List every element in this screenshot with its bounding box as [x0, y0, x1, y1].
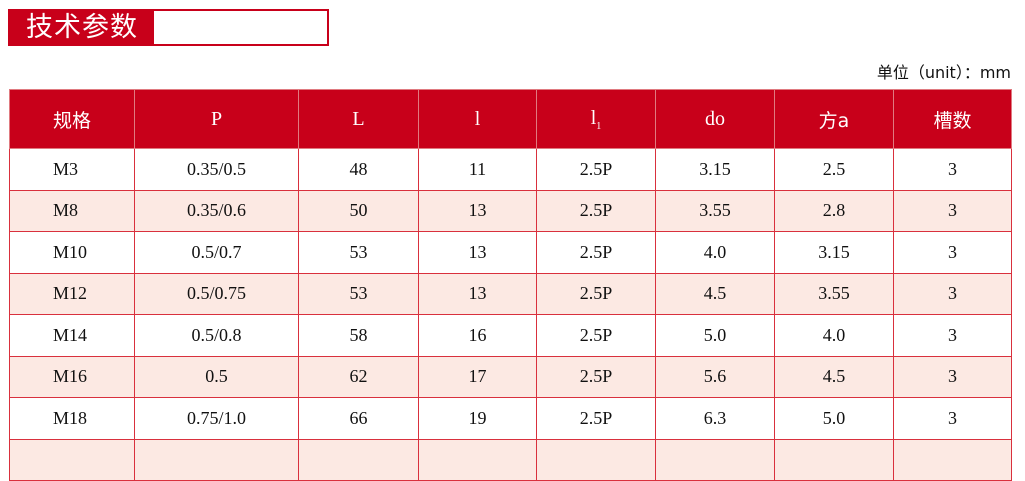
table-cell: M18 — [9, 397, 135, 440]
table-cell: 5.6 — [655, 355, 775, 398]
header-subscript: 1 — [596, 120, 602, 132]
table-cell: 2.8 — [774, 189, 894, 232]
table-cell: 0.75/1.0 — [134, 397, 299, 440]
column-header: 方a — [774, 89, 894, 149]
unit-label: 单位（unit）：mm — [876, 63, 1011, 82]
table-cell: M8 — [9, 189, 135, 232]
table-cell: 17 — [418, 355, 537, 398]
table-cell: M10 — [9, 231, 135, 274]
table-cell: 0.35/0.5 — [134, 148, 299, 191]
table-cell: 13 — [418, 189, 537, 232]
table-cell — [536, 438, 656, 481]
table-row: M16 0.5 62 17 2.5P 5.6 4.5 3 — [9, 355, 1012, 398]
table-cell — [298, 438, 419, 481]
table-row: M18 0.75/1.0 66 19 2.5P 6.3 5.0 3 — [9, 397, 1012, 440]
table-cell: 3.55 — [655, 189, 775, 232]
table-cell: 2.5P — [536, 355, 656, 398]
table-cell: 11 — [418, 148, 537, 191]
table-cell: 0.35/0.6 — [134, 189, 299, 232]
column-header: do — [655, 89, 775, 149]
table-cell: 2.5 — [774, 148, 894, 191]
table-cell: 2.5P — [536, 397, 656, 440]
table-cell: 2.5P — [536, 314, 656, 357]
table-cell: 0.5/0.7 — [134, 231, 299, 274]
table-cell: 2.5P — [536, 148, 656, 191]
table-cell — [655, 438, 775, 481]
table-cell: 3 — [893, 189, 1012, 232]
table-cell: 2.5P — [536, 231, 656, 274]
table-cell: 3 — [893, 231, 1012, 274]
table-cell: 13 — [418, 272, 537, 315]
column-header: l — [418, 89, 537, 149]
table-cell: 6.3 — [655, 397, 775, 440]
table-cell: 0.5 — [134, 355, 299, 398]
table-cell — [9, 438, 135, 481]
title: 技术参数 — [10, 11, 154, 44]
column-header: 槽数 — [893, 89, 1012, 149]
table-cell: 4.5 — [774, 355, 894, 398]
table-cell: M14 — [9, 314, 135, 357]
table-cell: 0.5/0.75 — [134, 272, 299, 315]
table-cell: 4.0 — [655, 231, 775, 274]
table-cell: 4.5 — [655, 272, 775, 315]
table-cell: 53 — [298, 231, 419, 274]
table-cell: 5.0 — [655, 314, 775, 357]
table-cell: 16 — [418, 314, 537, 357]
table-cell: 2.5P — [536, 189, 656, 232]
table-cell — [134, 438, 299, 481]
column-header: P — [134, 89, 299, 149]
table-cell: 13 — [418, 231, 537, 274]
table-cell: 3.15 — [774, 231, 894, 274]
table-cell: 2.5P — [536, 272, 656, 315]
table-cell: 3 — [893, 397, 1012, 440]
table-cell: 3 — [893, 148, 1012, 191]
table-cell: 48 — [298, 148, 419, 191]
table-row — [9, 438, 1012, 481]
table-cell: 3 — [893, 314, 1012, 357]
column-header: l1 — [536, 89, 656, 149]
table-cell: M3 — [9, 148, 135, 191]
table-row: M14 0.5/0.8 58 16 2.5P 5.0 4.0 3 — [9, 314, 1012, 357]
table-cell: 0.5/0.8 — [134, 314, 299, 357]
table-cell: 19 — [418, 397, 537, 440]
table-cell: 3 — [893, 272, 1012, 315]
table-cell: 3.15 — [655, 148, 775, 191]
table-cell: 66 — [298, 397, 419, 440]
table-cell: M12 — [9, 272, 135, 315]
table-row: M12 0.5/0.75 53 13 2.5P 4.5 3.55 3 — [9, 272, 1012, 315]
table-cell: 50 — [298, 189, 419, 232]
table-cell: M16 — [9, 355, 135, 398]
table-cell — [774, 438, 894, 481]
header-text: l — [590, 106, 597, 129]
table-cell: 53 — [298, 272, 419, 315]
title-box: 技术参数 — [8, 9, 329, 46]
table-cell: 58 — [298, 314, 419, 357]
table-row: M3 0.35/0.5 48 11 2.5P 3.15 2.5 3 — [9, 148, 1012, 191]
column-header: 规格 — [9, 89, 135, 149]
table-cell: 3.55 — [774, 272, 894, 315]
column-header: L — [298, 89, 419, 149]
table-row: M10 0.5/0.7 53 13 2.5P 4.0 3.15 3 — [9, 231, 1012, 274]
table-cell — [893, 438, 1012, 481]
page: {"header": {"title": "技术参数", "unit": "单位… — [8, 9, 1012, 481]
table-cell: 4.0 — [774, 314, 894, 357]
table-cell: 3 — [893, 355, 1012, 398]
table-cell — [418, 438, 537, 481]
table-cell: 62 — [298, 355, 419, 398]
table-cell: 5.0 — [774, 397, 894, 440]
table-row: M8 0.35/0.6 50 13 2.5P 3.55 2.8 3 — [9, 189, 1012, 232]
